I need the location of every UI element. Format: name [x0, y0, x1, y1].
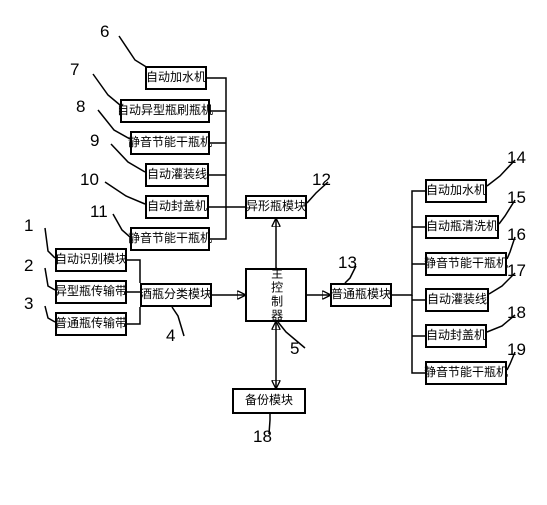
label-l18r: 18 — [507, 303, 526, 323]
diagram-canvas: 自动识别模块异型瓶传输带普通瓶传输带酒瓶分类模块主控制器自动加水机自动异型瓶刷瓶… — [0, 0, 547, 505]
label-l14: 14 — [507, 148, 526, 168]
node-n8: 静音节能干瓶机 — [130, 131, 210, 155]
node-text: 静音节能干瓶机 — [424, 257, 508, 270]
label-l4: 4 — [166, 326, 175, 346]
node-text: 自动封盖机 — [147, 200, 207, 213]
label-text: 3 — [24, 294, 33, 313]
node-n12: 异形瓶模块 — [245, 195, 307, 219]
node-n6: 自动加水机 — [145, 66, 207, 90]
label-l16: 16 — [507, 225, 526, 245]
node-text: 自动加水机 — [426, 184, 486, 197]
label-l7: 7 — [70, 60, 79, 80]
node-n16: 静音节能干瓶机 — [425, 252, 507, 276]
node-n19: 静音节能干瓶机 — [425, 361, 507, 385]
label-text: 9 — [90, 131, 99, 150]
node-n10: 自动封盖机 — [145, 195, 209, 219]
node-n11: 静音节能干瓶机 — [130, 227, 210, 251]
label-text: 10 — [80, 170, 99, 189]
label-text: 15 — [507, 188, 526, 207]
node-text: 自动异型瓶刷瓶机 — [117, 104, 213, 117]
label-text: 13 — [338, 253, 357, 272]
node-n4: 酒瓶分类模块 — [140, 283, 212, 307]
label-l18b: 18 — [253, 427, 272, 447]
label-text: 17 — [507, 261, 526, 280]
node-n17: 自动灌装线 — [425, 288, 489, 312]
node-text: 静音节能干瓶机 — [128, 136, 212, 149]
label-l12: 12 — [312, 170, 331, 190]
node-n15: 自动瓶清洗机 — [425, 215, 499, 239]
node-text: 备份模块 — [245, 394, 293, 407]
label-text: 4 — [166, 326, 175, 345]
label-l1: 1 — [24, 216, 33, 236]
node-text: 异形瓶模块 — [246, 200, 306, 213]
node-n18r: 自动封盖机 — [425, 324, 487, 348]
node-text: 自动封盖机 — [426, 329, 486, 342]
label-l2: 2 — [24, 256, 33, 276]
node-text: 主控制器 — [269, 267, 282, 323]
label-text: 11 — [90, 202, 108, 221]
node-text: 自动瓶清洗机 — [426, 220, 498, 233]
node-text: 异型瓶传输带 — [55, 285, 127, 298]
label-text: 1 — [24, 216, 33, 235]
node-text: 普通瓶模块 — [331, 288, 391, 301]
label-l5: 5 — [290, 339, 299, 359]
node-text: 静音节能干瓶机 — [424, 366, 508, 379]
node-text: 自动灌装线 — [147, 168, 207, 181]
node-text: 自动识别模块 — [55, 253, 127, 266]
node-n3: 普通瓶传输带 — [55, 312, 127, 336]
label-l13: 13 — [338, 253, 357, 273]
label-l19: 19 — [507, 340, 526, 360]
label-text: 2 — [24, 256, 33, 275]
node-text: 自动加水机 — [146, 71, 206, 84]
label-text: 18 — [253, 427, 272, 446]
label-text: 6 — [100, 22, 109, 41]
node-n7: 自动异型瓶刷瓶机 — [120, 99, 210, 123]
label-text: 16 — [507, 225, 526, 244]
node-text: 静音节能干瓶机 — [128, 232, 212, 245]
label-l3: 3 — [24, 294, 33, 314]
node-n1: 自动识别模块 — [55, 248, 127, 272]
label-l10: 10 — [80, 170, 99, 190]
label-text: 18 — [507, 303, 526, 322]
label-l6: 6 — [100, 22, 109, 42]
node-n9: 自动灌装线 — [145, 163, 209, 187]
node-n2: 异型瓶传输带 — [55, 280, 127, 304]
node-nbk: 备份模块 — [232, 388, 306, 414]
node-n5: 主控制器 — [245, 268, 307, 322]
node-n13: 普通瓶模块 — [330, 283, 392, 307]
node-text: 自动灌装线 — [427, 293, 487, 306]
node-n14: 自动加水机 — [425, 179, 487, 203]
label-l9: 9 — [90, 131, 99, 151]
label-text: 12 — [312, 170, 331, 189]
label-text: 7 — [70, 60, 79, 79]
label-l8: 8 — [76, 97, 85, 117]
label-text: 8 — [76, 97, 85, 116]
node-text: 酒瓶分类模块 — [140, 288, 212, 301]
label-l15: 15 — [507, 188, 526, 208]
label-l17: 17 — [507, 261, 526, 281]
label-text: 19 — [507, 340, 526, 359]
label-text: 5 — [290, 339, 299, 358]
label-text: 14 — [507, 148, 526, 167]
label-l11: 11 — [90, 202, 108, 222]
node-text: 普通瓶传输带 — [55, 317, 127, 330]
